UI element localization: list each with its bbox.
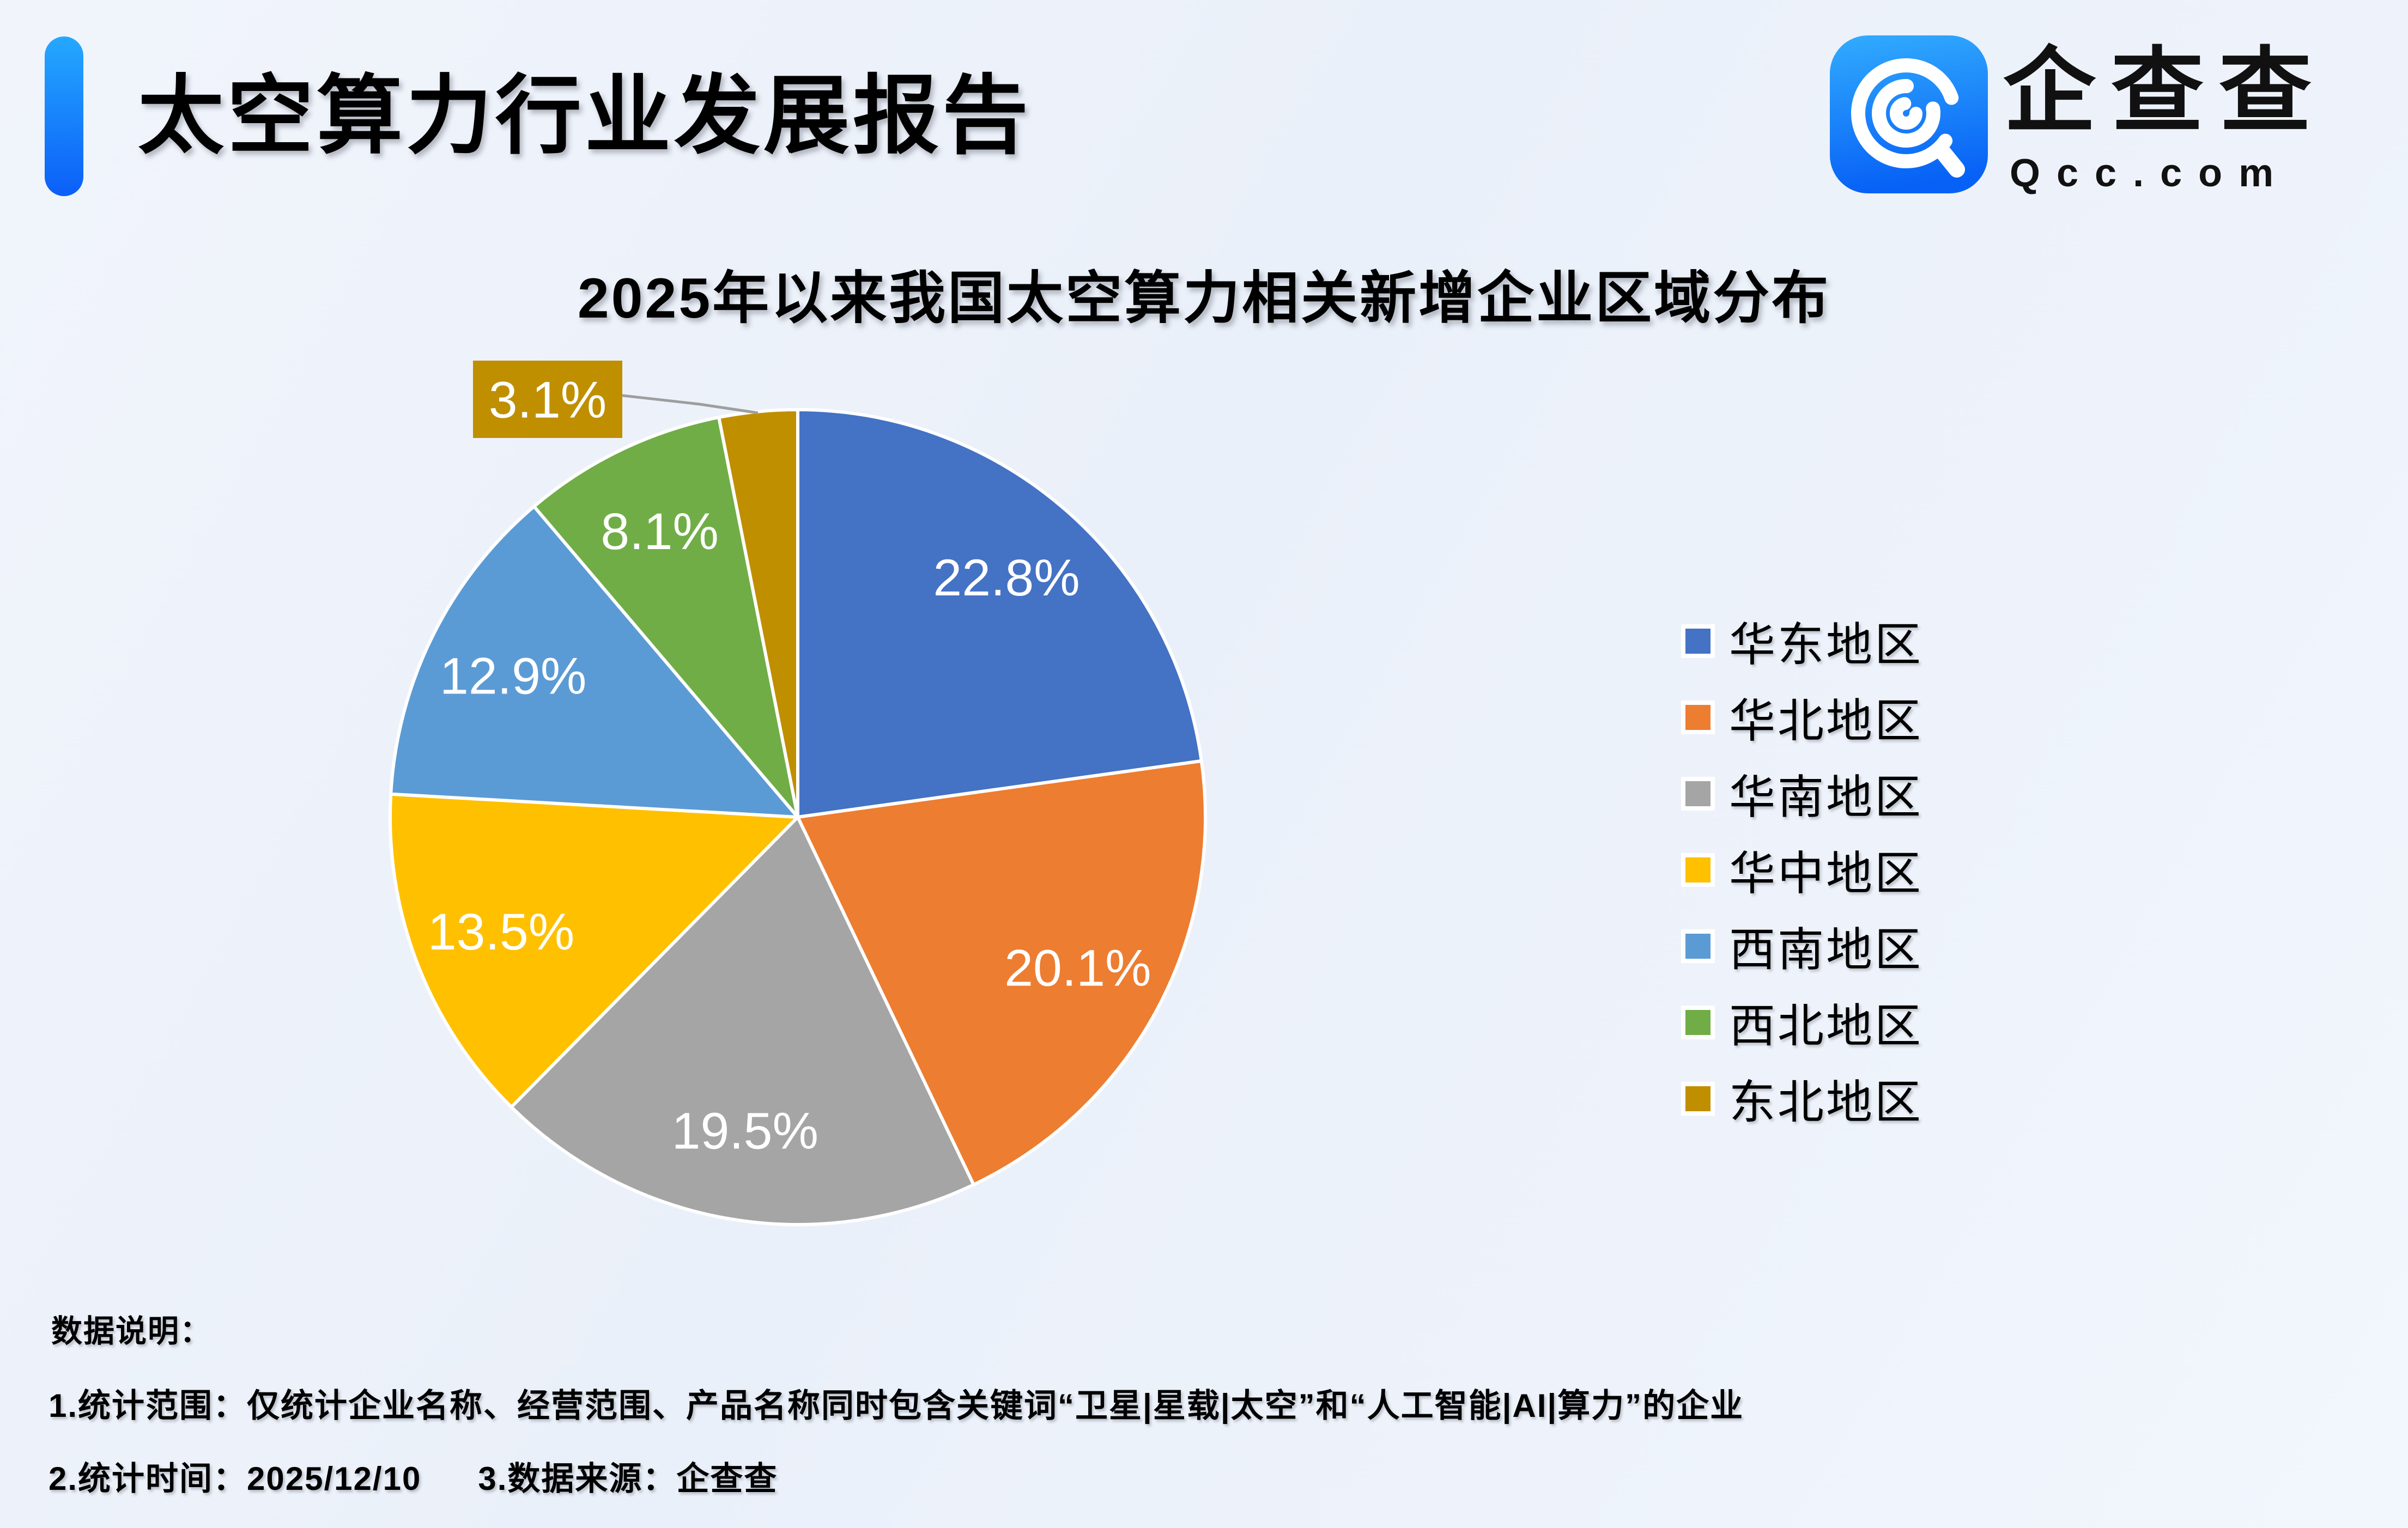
legend-item-华东地区: 华东地区 bbox=[1681, 615, 1923, 671]
legend-swatch bbox=[1681, 853, 1715, 887]
legend-label: 西南地区 bbox=[1729, 924, 1924, 976]
qcc-logo: 企查查 Qcc.com bbox=[1830, 35, 2369, 199]
pie-slice-西南地区 bbox=[389, 504, 799, 819]
callout-label: 3.1% bbox=[489, 371, 607, 429]
report-title: 太空算力行业发展报告 bbox=[138, 68, 1032, 164]
brand-domain: Qcc.com bbox=[2010, 151, 2290, 195]
pie-slice-label: 8.1% bbox=[601, 503, 719, 561]
pie-slice-西北地区 bbox=[532, 416, 799, 819]
legend-item-西南地区: 西南地区 bbox=[1681, 920, 1923, 976]
callout-box bbox=[473, 361, 622, 438]
footnote-scope: 1.统计范围：仅统计企业名称、经营范围、产品名称同时包含关键词“卫星|星载|太空… bbox=[48, 1387, 1744, 1424]
brand-name: 企查查 bbox=[2003, 40, 2327, 143]
pie-slice-label: 22.8% bbox=[933, 549, 1079, 607]
chart-title: 2025年以来我国太空算力相关新增企业区域分布 bbox=[577, 267, 1831, 330]
callout-leader-line bbox=[622, 394, 759, 415]
legend-swatch bbox=[1681, 700, 1715, 734]
pie-slice-华东地区 bbox=[796, 408, 1203, 819]
legend-swatch bbox=[1681, 929, 1715, 963]
legend-label: 华南地区 bbox=[1729, 772, 1924, 824]
legend-label: 西北地区 bbox=[1729, 1001, 1924, 1052]
legend-item-华北地区: 华北地区 bbox=[1681, 691, 1923, 747]
chart-legend: 华东地区华北地区华南地区华中地区西南地区西北地区东北地区 bbox=[1681, 615, 1923, 1149]
legend-label: 华中地区 bbox=[1729, 848, 1924, 900]
title-accent-bar bbox=[45, 36, 83, 196]
footnote-date: 2.统计时间：2025/12/10 bbox=[48, 1460, 422, 1497]
legend-swatch bbox=[1681, 776, 1715, 811]
pie-slice-华南地区 bbox=[509, 815, 975, 1226]
legend-item-华中地区: 华中地区 bbox=[1681, 844, 1923, 900]
pie-slice-label: 12.9% bbox=[440, 647, 586, 705]
legend-item-东北地区: 东北地区 bbox=[1681, 1073, 1923, 1129]
legend-item-华南地区: 华南地区 bbox=[1681, 768, 1923, 824]
legend-label: 东北地区 bbox=[1729, 1077, 1924, 1129]
legend-label: 华东地区 bbox=[1729, 619, 1924, 671]
pie-slice-label: 13.5% bbox=[428, 903, 574, 961]
footnote-source: 3.数据来源：企查查 bbox=[478, 1460, 778, 1497]
qcc-logo-icon bbox=[1830, 35, 1988, 196]
legend-swatch bbox=[1681, 1005, 1715, 1039]
pie-slice-华北地区 bbox=[796, 759, 1207, 1186]
legend-swatch bbox=[1681, 624, 1715, 658]
footnote-date-source: 2.统计时间：2025/12/10 3.数据来源：企查查 bbox=[48, 1452, 778, 1500]
pie-slice-label: 20.1% bbox=[1004, 939, 1151, 997]
pie-slice-华中地区 bbox=[389, 792, 799, 1109]
pie-slice-label: 19.5% bbox=[672, 1103, 818, 1160]
legend-swatch bbox=[1681, 1081, 1715, 1116]
footnote-heading: 数据说明： bbox=[51, 1314, 212, 1349]
legend-label: 华北地区 bbox=[1729, 696, 1924, 747]
legend-item-西北地区: 西北地区 bbox=[1681, 996, 1923, 1052]
